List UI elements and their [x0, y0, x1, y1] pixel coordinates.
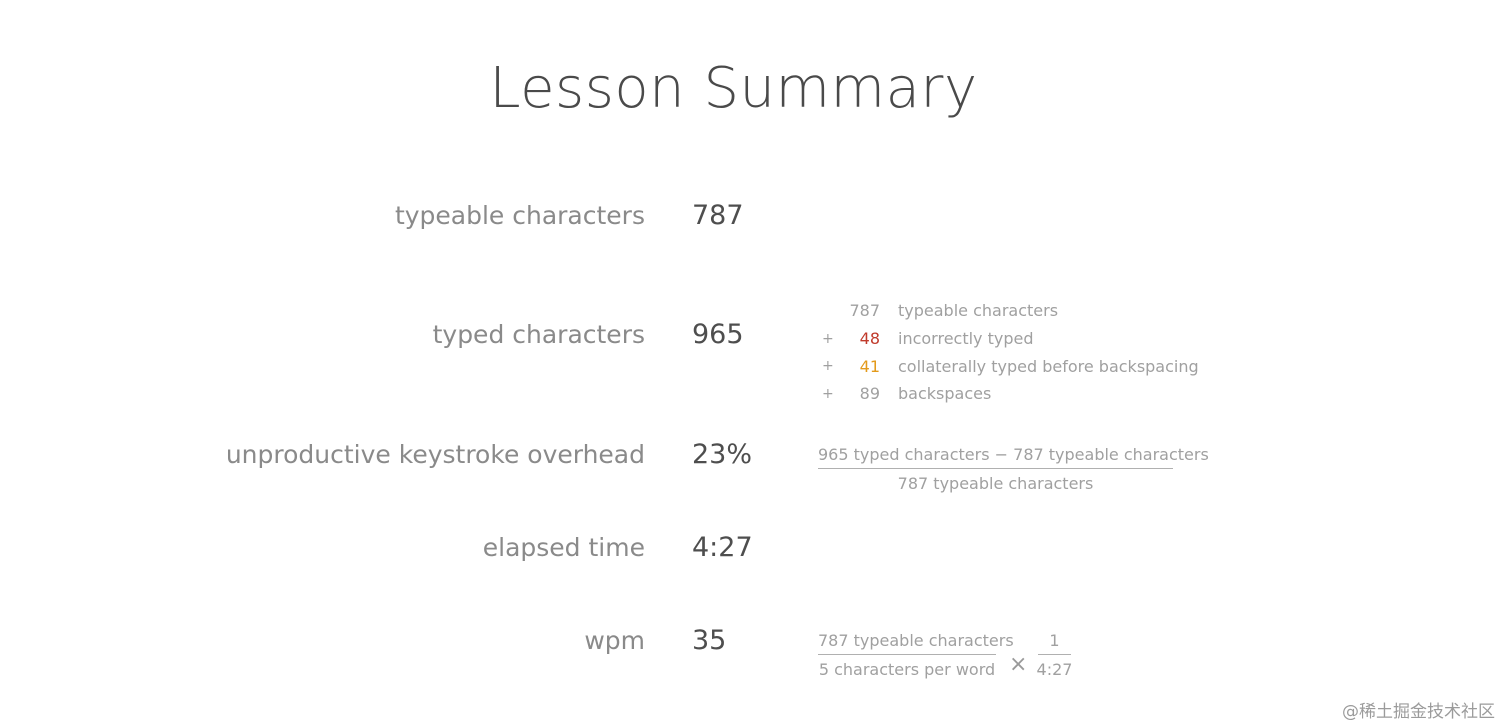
wpm-left-fraction: 787 typeable characters 5 characters per…	[818, 631, 1014, 679]
breakdown-row: 787 typeable characters	[816, 297, 1199, 325]
breakdown-number: 41	[859, 356, 880, 376]
breakdown-text: backspaces	[898, 384, 992, 404]
wpm-right-numerator: 1	[1038, 631, 1071, 655]
typeable-characters-label: typeable characters	[394, 201, 645, 230]
overhead-numerator: 965 typed characters − 787 typeable char…	[818, 445, 1209, 469]
wpm-right-fraction: 1 4:27	[1036, 631, 1073, 679]
elapsed-time-label: elapsed time	[482, 533, 645, 562]
wpm-value: 35	[692, 625, 727, 656]
breakdown-text: incorrectly typed	[898, 329, 1034, 349]
overhead-denominator: 787 typeable characters	[897, 474, 1094, 493]
typeable-characters-value: 787	[692, 200, 744, 231]
breakdown-row: + 48 incorrectly typed	[816, 325, 1199, 353]
breakdown-text: collaterally typed before backspacing	[898, 356, 1199, 376]
wpm-left-denominator: 5 characters per word	[818, 660, 996, 679]
overhead-formula: 965 typed characters − 787 typeable char…	[818, 445, 1209, 493]
typed-characters-breakdown: 787 typeable characters + 48 incorrectly…	[816, 297, 1199, 408]
breakdown-number: 48	[859, 329, 880, 349]
breakdown-operator: +	[822, 358, 834, 375]
breakdown-text: typeable characters	[898, 301, 1059, 321]
page-title: Lesson Summary	[489, 56, 978, 121]
breakdown-number: 787	[849, 301, 880, 321]
breakdown-operator: +	[822, 385, 834, 402]
breakdown-row: + 41 collaterally typed before backspaci…	[816, 352, 1199, 380]
multiply-sign: ×	[1009, 652, 1028, 677]
typed-characters-label: typed characters	[432, 320, 645, 349]
overhead-value: 23%	[692, 439, 753, 470]
breakdown-number: 89	[859, 384, 880, 404]
wpm-left-numerator: 787 typeable characters	[818, 631, 1014, 655]
wpm-right-denominator: 4:27	[1036, 660, 1073, 679]
elapsed-time-value: 4:27	[692, 532, 753, 563]
typed-characters-value: 965	[692, 319, 744, 350]
breakdown-row: + 89 backspaces	[816, 380, 1199, 408]
wpm-label: wpm	[584, 626, 645, 655]
watermark: @稀土掘金技术社区	[1342, 702, 1495, 722]
breakdown-operator: +	[822, 330, 834, 347]
overhead-label: unproductive keystroke overhead	[225, 440, 645, 469]
